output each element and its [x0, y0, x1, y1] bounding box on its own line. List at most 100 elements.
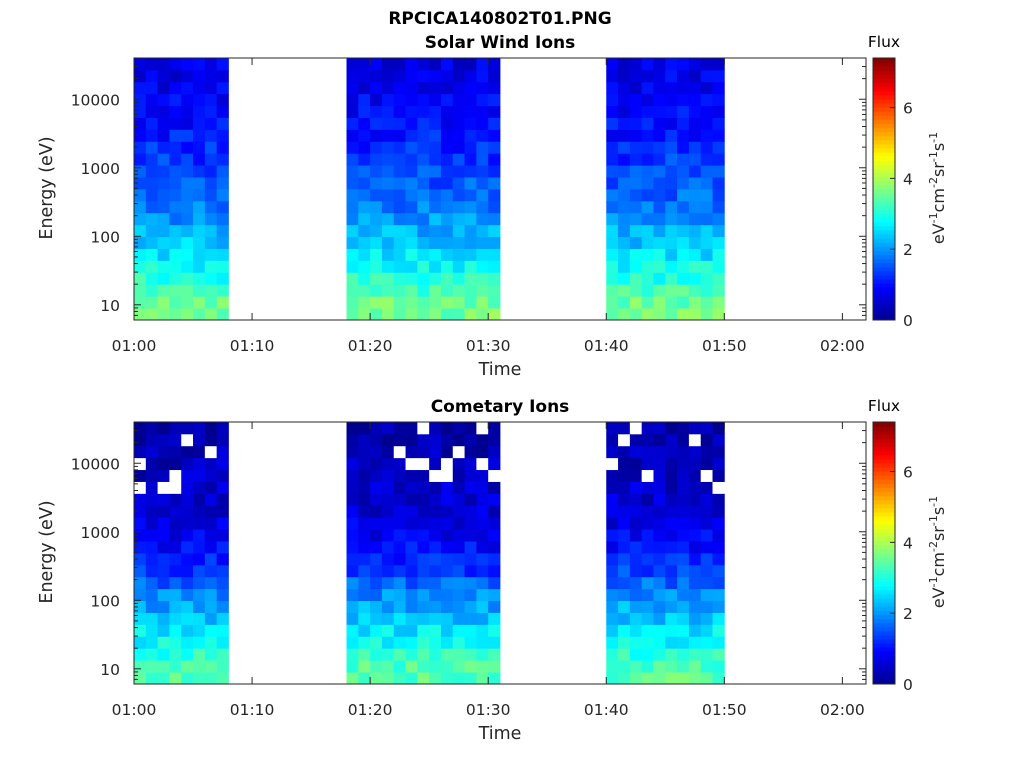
colorbar-segment [873, 62, 895, 67]
heatmap-cell [641, 624, 654, 637]
heatmap-cell [452, 58, 465, 71]
heatmap-cell [381, 553, 395, 566]
heatmap-cell [429, 624, 442, 637]
heatmap-cell [641, 636, 654, 649]
heatmap-cell [712, 576, 725, 590]
heatmap-cell [452, 636, 465, 649]
heatmap-cell [653, 58, 666, 71]
heatmap-cell [429, 600, 442, 613]
heatmap-cell [688, 296, 702, 309]
heatmap-cell [677, 600, 690, 613]
heatmap-cell [440, 260, 454, 273]
heatmap-cell [665, 248, 678, 261]
colorbar-segment [873, 630, 895, 636]
heatmap-cell [688, 553, 702, 566]
y-tick-label: 10 [100, 297, 120, 315]
y-tick-label: 10 [100, 661, 120, 679]
heatmap-cell [358, 600, 371, 613]
heatmap-cell [700, 576, 713, 590]
heatmap-cell [193, 517, 206, 530]
heatmap-cell [688, 212, 702, 226]
heatmap-cell [145, 200, 159, 214]
heatmap-cell [346, 260, 359, 273]
heatmap-cell [216, 660, 229, 673]
colorbar-segment [873, 528, 895, 534]
colorbar-segment [873, 426, 895, 431]
heatmap-cell [417, 260, 430, 273]
heatmap-cell [181, 105, 194, 118]
heatmap-cell [629, 69, 643, 83]
heatmap-cell [641, 493, 654, 506]
heatmap-cell [157, 481, 170, 494]
heatmap-cell [700, 141, 713, 154]
heatmap-cell [429, 505, 442, 518]
heatmap-cell [346, 493, 359, 506]
heatmap-cell [370, 445, 383, 459]
colorbar-segment [873, 66, 895, 71]
heatmap-cell [629, 153, 643, 166]
heatmap-cell [688, 600, 702, 613]
heatmap-cell [393, 165, 406, 178]
panel-title: Cometary Ions [431, 397, 570, 417]
heatmap-cell [618, 600, 631, 613]
heatmap-cell [169, 248, 182, 261]
heatmap-cell [181, 165, 194, 178]
heatmap-cell [204, 576, 218, 590]
colorbar-segment [873, 103, 895, 108]
heatmap-cell [488, 469, 501, 482]
heatmap-cell [464, 529, 477, 542]
heatmap-cell [440, 236, 454, 249]
heatmap-cell [157, 117, 170, 130]
heatmap-cell [677, 248, 690, 261]
heatmap-cell [145, 612, 159, 625]
heatmap-cell [204, 248, 218, 261]
heatmap-cell [688, 165, 702, 178]
heatmap-cell [606, 236, 619, 249]
x-tick-label: 01:00 [112, 701, 157, 719]
heatmap-cell [193, 564, 206, 578]
heatmap-cell [665, 493, 678, 506]
heatmap-cell [629, 141, 643, 154]
heatmap-cell [712, 469, 725, 482]
heatmap-cell [193, 481, 206, 494]
heatmap-cell [381, 648, 395, 661]
heatmap-cell [181, 469, 194, 482]
heatmap-cell [405, 93, 418, 107]
heatmap-cell [193, 469, 206, 482]
colorbar-segment [873, 544, 895, 550]
heatmap-cell [677, 541, 690, 554]
heatmap-cell [145, 129, 159, 142]
heatmap-cell [641, 422, 654, 435]
heatmap-cell [429, 117, 442, 130]
heatmap-cell [452, 284, 465, 297]
heatmap-cell [641, 296, 654, 309]
colorbar-segment [873, 557, 895, 562]
colorbar-segment [873, 569, 895, 574]
heatmap-cell [629, 224, 643, 238]
heatmap-cell [488, 248, 501, 261]
heatmap-cell [665, 93, 678, 107]
colorbar-segment [873, 610, 895, 615]
heatmap-cell [618, 648, 631, 661]
heatmap-cell [169, 308, 182, 321]
heatmap-cell [429, 564, 442, 578]
heatmap-cell [181, 612, 194, 625]
heatmap-cell [216, 481, 229, 494]
heatmap-cell [393, 505, 406, 518]
heatmap-cell [677, 58, 690, 71]
heatmap-cell [464, 141, 477, 154]
heatmap-cell [606, 457, 619, 471]
heatmap-cell [358, 445, 371, 459]
heatmap-cell [476, 636, 489, 649]
heatmap-cell [452, 177, 465, 190]
heatmap-cell [653, 272, 666, 285]
heatmap-cell [464, 422, 477, 435]
x-tick-label: 01:10 [230, 701, 275, 719]
heatmap-cell [204, 529, 218, 542]
heatmap-cell [169, 588, 182, 602]
heatmap-cell [157, 600, 170, 613]
heatmap-cell [688, 517, 702, 530]
heatmap-cell [216, 260, 229, 273]
heatmap-cell [181, 660, 194, 673]
heatmap-cell [134, 624, 147, 637]
